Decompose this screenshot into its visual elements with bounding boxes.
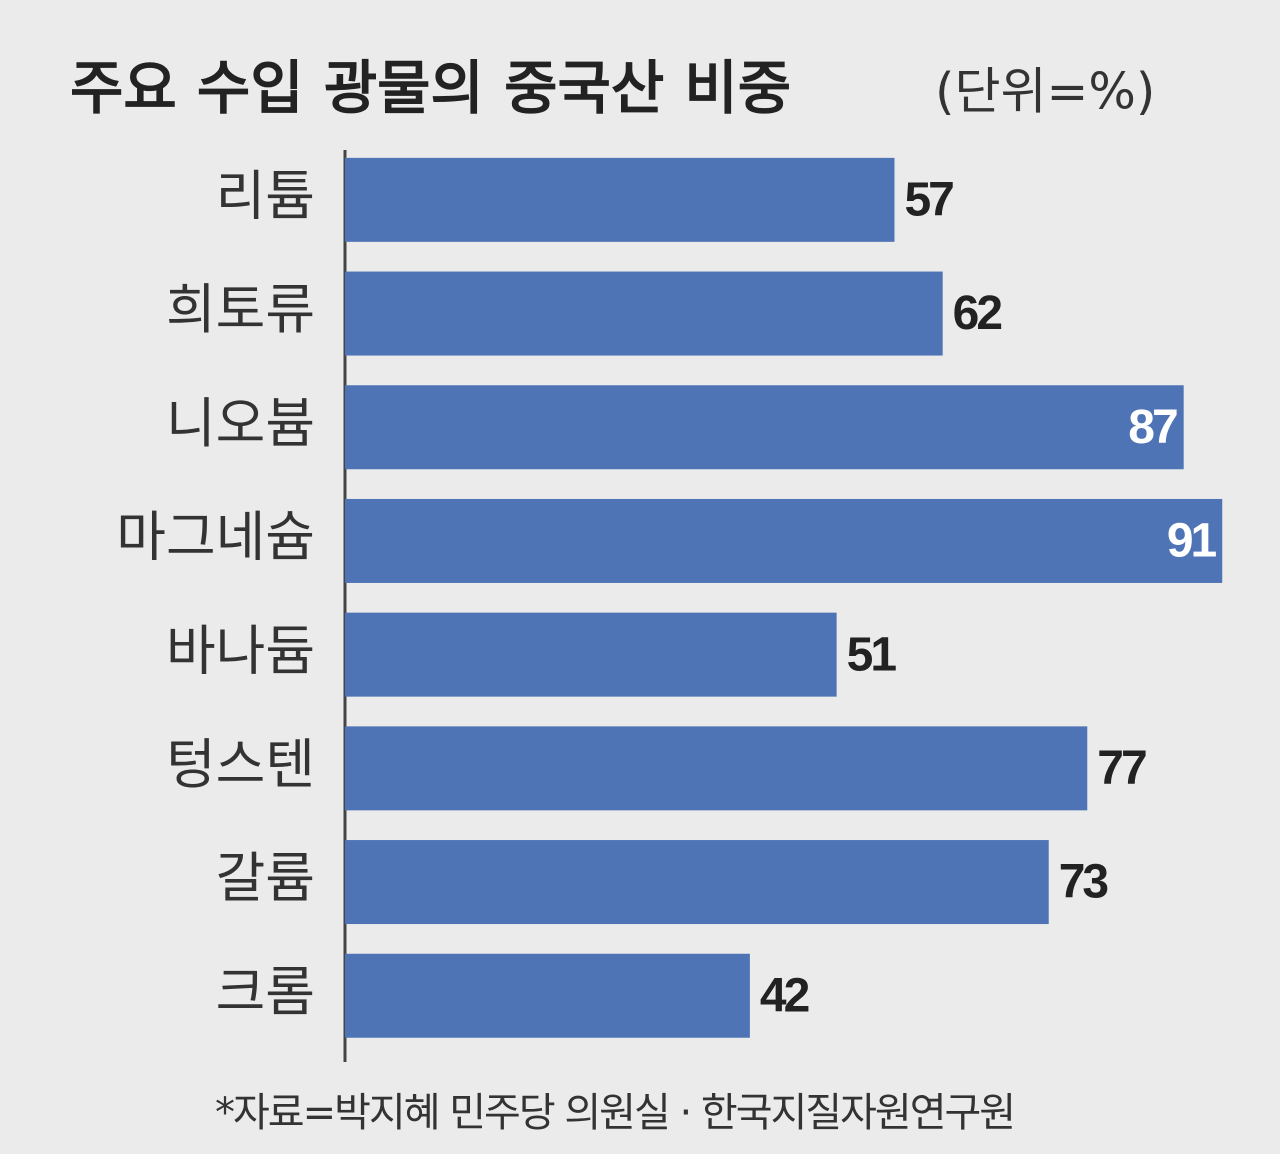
category-label: 크롬 xyxy=(216,960,315,1023)
bar xyxy=(345,726,1088,811)
bar xyxy=(345,953,750,1038)
value-label: 73 xyxy=(1059,856,1108,909)
value-label: 87 xyxy=(1128,401,1177,454)
category-label: 리튬 xyxy=(216,164,315,227)
category-label: 니오븀 xyxy=(166,392,315,455)
bar xyxy=(345,385,1184,470)
chart-title: 주요 수입 광물의 중국산 비중 xyxy=(70,54,791,122)
source-note: *자료=박지혜 민주당 의원실 · 한국지질자원연구원 xyxy=(215,1090,1014,1136)
bar xyxy=(345,271,943,356)
value-label: 57 xyxy=(904,174,953,227)
category-label: 바나듐 xyxy=(166,619,315,682)
bar xyxy=(345,157,895,242)
value-label: 77 xyxy=(1097,742,1146,795)
category-label: 희토류 xyxy=(166,278,315,341)
category-label: 갈륨 xyxy=(216,847,315,910)
value-label: 42 xyxy=(760,969,809,1022)
value-label: 91 xyxy=(1167,515,1217,568)
value-label: 51 xyxy=(847,628,897,681)
bar xyxy=(345,498,1223,583)
bar xyxy=(345,840,1049,925)
category-label: 마그네슘 xyxy=(116,506,315,569)
chart-subtitle: (단위=%) xyxy=(935,63,1155,121)
category-label: 텅스텐 xyxy=(166,733,315,796)
value-label: 62 xyxy=(953,287,1002,340)
bar xyxy=(345,612,837,697)
